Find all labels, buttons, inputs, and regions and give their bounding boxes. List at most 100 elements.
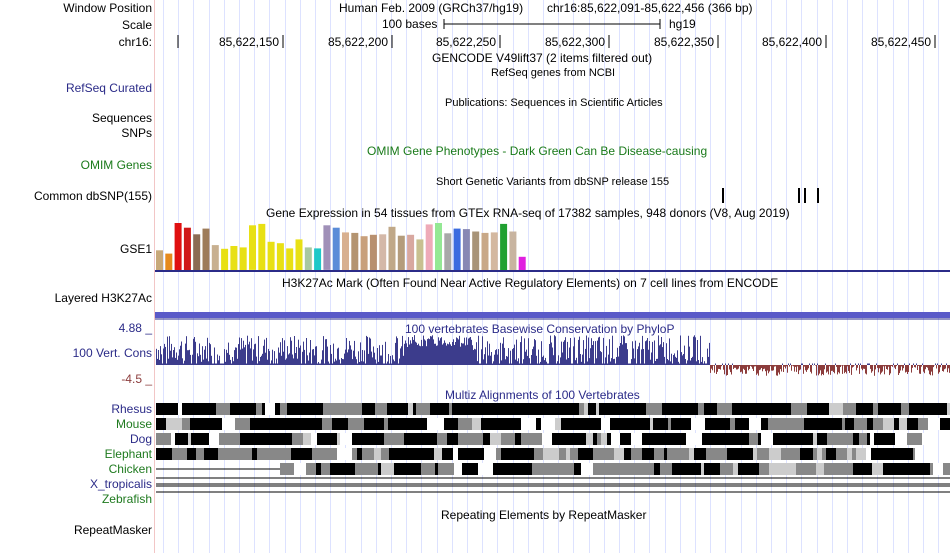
conservation-track[interactable] — [156, 335, 950, 376]
gtex-tissue-bar[interactable] — [397, 235, 405, 270]
gtex-tissue-bar[interactable] — [453, 228, 461, 270]
gtex-tissue-bar[interactable] — [183, 227, 191, 270]
phylop-bar — [737, 365, 738, 370]
gtex-tissue-bar[interactable] — [221, 248, 229, 270]
gtex-tissue-bar[interactable] — [249, 225, 256, 270]
dbsnp-variant[interactable] — [798, 188, 800, 203]
phylop-bar — [385, 341, 386, 365]
repeatmasker-label[interactable]: RepeatMasker — [73, 523, 152, 537]
species-label-zebrafish[interactable]: Zebrafish — [101, 492, 152, 506]
gtex-tissue-bar[interactable] — [286, 248, 294, 270]
phylop-bar — [810, 365, 811, 372]
gtex-tissue-bar[interactable] — [211, 245, 219, 270]
gtex-tissue-bar[interactable] — [509, 231, 517, 271]
phylop-bar — [329, 363, 330, 365]
sequences-label[interactable]: Sequences — [91, 111, 152, 125]
gtex-tissue-bar[interactable] — [276, 243, 284, 270]
gtex-tissue-bar[interactable] — [388, 226, 396, 270]
gtex-tissue-bar[interactable] — [444, 233, 452, 270]
gtex-tissue-bar[interactable] — [332, 227, 340, 270]
gtex-tissue-bar[interactable] — [156, 250, 163, 270]
gtex-tissue-bar[interactable] — [193, 234, 201, 270]
multiz-block — [427, 418, 441, 430]
species-label-elephant[interactable]: Elephant — [104, 447, 152, 461]
species-label-x-tropicalis[interactable]: X_tropicalis — [89, 477, 152, 491]
dbsnp-label[interactable]: Common dbSNP(155) — [33, 189, 152, 203]
h3k27ac-signal[interactable] — [155, 312, 950, 318]
gtex-tissue-bar[interactable] — [230, 246, 238, 270]
gse1-label[interactable]: GSE1 — [119, 242, 152, 256]
phylop-bar — [717, 365, 718, 372]
species-label-chicken[interactable]: Chicken — [108, 462, 152, 476]
gtex-tissue-bar[interactable] — [258, 223, 266, 270]
gtex-tissue-bar[interactable] — [202, 228, 210, 270]
gtex-tissue-bar[interactable] — [165, 253, 173, 270]
omim-label[interactable]: OMIM Genes — [80, 158, 152, 172]
gtex-tissue-bar[interactable] — [239, 247, 247, 270]
gtex-tissue-bar[interactable] — [518, 256, 526, 270]
phylop-bar — [226, 349, 227, 365]
gtex-tissue-bar[interactable] — [416, 239, 424, 270]
multiz-block — [921, 403, 931, 415]
phylop-bar — [165, 346, 166, 365]
species-label-dog[interactable]: Dog — [129, 432, 152, 446]
gtex-tissue-bar[interactable] — [407, 234, 415, 271]
snps-label[interactable]: SNPs — [121, 126, 152, 140]
multiz-block — [947, 403, 950, 415]
gtex-tissue-bar[interactable] — [342, 232, 349, 270]
h3k27ac-label[interactable]: Layered H3K27Ac — [54, 291, 152, 305]
multiz-alignment-track[interactable] — [156, 403, 950, 493]
phylop-bar — [555, 336, 556, 365]
gtex-tissue-bar[interactable] — [490, 232, 498, 270]
phylop-bar — [331, 353, 332, 365]
phylop-bar — [662, 347, 663, 365]
gtex-tissue-bar[interactable] — [379, 234, 387, 270]
gtex-tissue-bar[interactable] — [267, 241, 275, 270]
dbsnp-track[interactable] — [722, 188, 819, 203]
phylop-bar — [511, 363, 512, 365]
multiz-block — [883, 463, 898, 475]
species-label-mouse[interactable]: Mouse — [115, 417, 152, 431]
gtex-tissue-bar[interactable] — [472, 231, 480, 271]
refseq-label[interactable]: RefSeq Curated — [65, 81, 152, 95]
gtex-tissue-bar[interactable] — [369, 234, 377, 271]
gtex-tissue-bar[interactable] — [304, 247, 312, 270]
gridline — [831, 0, 833, 553]
phylop-bar — [166, 363, 167, 365]
phylop-bar — [842, 365, 843, 374]
multiz-block — [604, 448, 614, 460]
gtex-bar-track[interactable] — [156, 223, 526, 271]
gtex-tissue-bar[interactable] — [314, 248, 322, 270]
gtex-tissue-bar[interactable] — [425, 224, 433, 270]
phylop-bar — [927, 365, 928, 368]
gtex-tissue-bar[interactable] — [323, 225, 331, 270]
species-label-rhesus[interactable]: Rhesus — [111, 402, 152, 416]
phylop-bar — [270, 363, 271, 365]
phylop-bar — [339, 359, 340, 365]
gencode-title[interactable]: GENCODE V49lift37 (2 items filtered out) — [432, 51, 653, 65]
gtex-tissue-bar[interactable] — [174, 223, 182, 270]
phylop-bar — [564, 340, 565, 365]
gtex-tissue-bar[interactable] — [295, 239, 303, 270]
gridline — [725, 0, 727, 553]
gtex-tissue-bar[interactable] — [435, 223, 442, 270]
gtex-tissue-bar[interactable] — [500, 223, 508, 270]
cons-label[interactable]: 100 Vert. Cons — [72, 346, 152, 360]
publications-desc[interactable]: Publications: Sequences in Scientific Ar… — [445, 97, 663, 109]
multiz-block — [156, 448, 172, 460]
multiz-block — [854, 418, 867, 430]
dbsnp-variant[interactable] — [817, 188, 819, 203]
multiz-block — [730, 418, 735, 430]
gtex-tissue-bar[interactable] — [481, 232, 489, 270]
multiz-block — [330, 463, 344, 475]
phylop-bar — [752, 365, 753, 369]
phylop-bar — [786, 365, 787, 367]
gtex-tissue-bar[interactable] — [351, 232, 359, 270]
gtex-tissue-bar[interactable] — [462, 229, 470, 270]
dbsnp-variant[interactable] — [722, 188, 724, 203]
gtex-tissue-bar[interactable] — [360, 236, 368, 270]
phylop-bar — [759, 365, 760, 371]
dbsnp-variant[interactable] — [804, 188, 806, 203]
phylop-bar — [647, 338, 648, 365]
phylop-bar — [767, 365, 768, 371]
